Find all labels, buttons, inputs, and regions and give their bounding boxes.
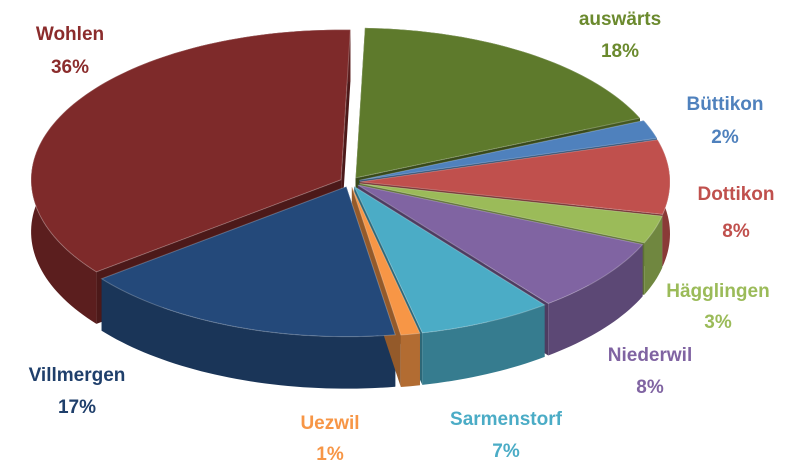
slice-side — [644, 216, 663, 295]
label-value: 3% — [704, 312, 732, 333]
slice — [30, 29, 351, 273]
label-name: Niederwil — [608, 345, 692, 366]
label-name: Dottikon — [697, 184, 774, 205]
label-name: Wohlen — [36, 24, 104, 45]
label-name: Villmergen — [29, 365, 126, 386]
label-value: 17% — [58, 397, 96, 418]
slice — [359, 139, 671, 215]
slice-side — [101, 278, 396, 389]
pie-tops — [30, 27, 671, 338]
slice-side — [422, 304, 545, 385]
slice-side — [400, 333, 420, 388]
slice-side — [548, 244, 643, 356]
slice — [355, 27, 641, 179]
label-value: 8% — [636, 377, 664, 398]
label-name: Büttikon — [686, 94, 763, 115]
label-name: Hägglingen — [666, 281, 769, 302]
slice — [351, 186, 421, 336]
label-value: 1% — [316, 444, 344, 464]
label-value: 8% — [722, 221, 750, 242]
slice — [359, 119, 658, 181]
label-value: 2% — [711, 127, 739, 148]
label-name: auswärts — [579, 9, 661, 30]
label-name: Sarmenstorf — [450, 409, 563, 430]
label-name: Uezwil — [300, 413, 359, 434]
slice — [359, 183, 663, 244]
slice — [357, 184, 644, 305]
label-value: 36% — [51, 57, 89, 78]
label-value: 7% — [492, 441, 520, 462]
label-value: 18% — [601, 41, 639, 62]
slice — [353, 185, 546, 334]
slice — [100, 186, 396, 338]
